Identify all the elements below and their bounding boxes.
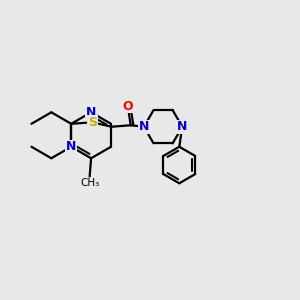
Text: S: S	[88, 116, 97, 129]
Text: CH₃: CH₃	[80, 178, 99, 188]
Text: N: N	[86, 106, 96, 119]
Text: N: N	[177, 120, 188, 133]
Text: O: O	[122, 100, 133, 112]
Text: N: N	[139, 120, 149, 133]
Text: N: N	[66, 140, 76, 153]
